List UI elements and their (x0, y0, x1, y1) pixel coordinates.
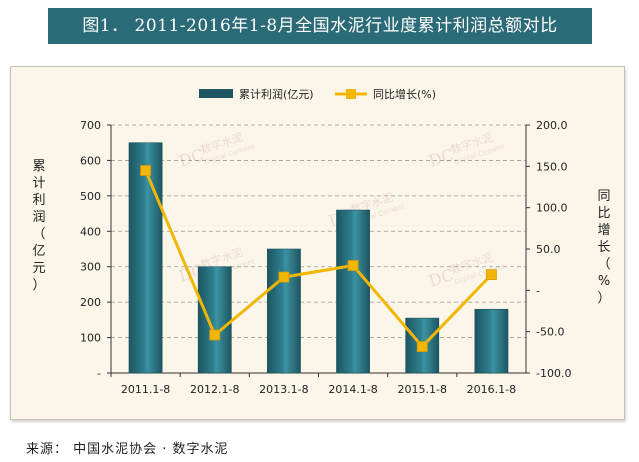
y-tick-label-left: 100 (80, 332, 101, 345)
growth-point (347, 260, 359, 271)
y-tick-label-left: 600 (80, 154, 101, 167)
y-tick-label-left: - (97, 367, 101, 380)
y-tick-label-left: 300 (80, 261, 101, 274)
y-tick-label-right: 150.0 (536, 160, 568, 173)
growth-point (140, 165, 151, 176)
legend-marker-line (346, 89, 356, 99)
y-axis-title-right: （ (597, 257, 610, 272)
bar (197, 266, 232, 374)
y-tick-label-left: 400 (80, 225, 101, 238)
x-tick-label: 2012.1-8 (190, 383, 239, 396)
y-tick-label-right: 50.0 (536, 243, 561, 256)
growth-point (486, 269, 497, 281)
x-tick-label: 2016.1-8 (467, 383, 516, 396)
y-axis-title-right: ） (597, 291, 610, 306)
growth-point (278, 271, 290, 283)
y-axis-title-left: ） (32, 278, 45, 293)
legend-swatch-bar (199, 89, 233, 98)
chart-title: 图1． 2011-2016年1-8月全国水泥行业度累计利润总额对比 (48, 8, 592, 44)
x-tick-label: 2013.1-8 (259, 383, 308, 396)
y-tick-label-right: 100.0 (536, 202, 568, 215)
growth-point (209, 329, 221, 341)
y-axis-title-left: （ (32, 227, 45, 242)
y-axis-title-right: 同 (597, 189, 610, 204)
y-axis-title-right: 长 (597, 240, 610, 255)
y-axis-title-left: 利 (32, 193, 45, 208)
y-axis-title-right: % (598, 274, 610, 289)
bar (267, 248, 301, 374)
y-tick-label-right: - (536, 284, 540, 297)
y-tick-label-left: 200 (80, 296, 101, 309)
y-axis-title-right: 比 (597, 206, 610, 221)
source-note: 来源： 中国水泥协会 · 数字水泥 (26, 442, 229, 457)
bar (336, 209, 370, 374)
x-tick-label: 2011.1-8 (121, 383, 170, 396)
bar (474, 308, 509, 374)
y-axis-title-left: 计 (32, 176, 45, 191)
x-tick-label: 2015.1-8 (398, 383, 447, 396)
chart-panel: DC 数字水泥 Digital Cement DC 数字水泥 Digital Cement… (10, 66, 625, 420)
y-tick-label-right: 200.0 (536, 119, 568, 132)
y-axis-title-left: 元 (32, 261, 45, 276)
y-axis-title-left: 润 (32, 210, 45, 225)
legend-label-line: 同比增长(%) (373, 87, 436, 101)
y-tick-label-left: 500 (80, 190, 101, 203)
growth-line (144, 169, 493, 349)
x-tick-label: 2014.1-8 (328, 383, 377, 396)
growth-point (416, 341, 428, 352)
legend-label-bar: 累计利润(亿元) (239, 87, 314, 101)
y-tick-label-right: -50.0 (536, 326, 564, 339)
y-axis-title-right: 增 (597, 223, 610, 238)
bar (128, 142, 163, 374)
y-tick-label-right: -100.0 (536, 367, 571, 380)
y-tick-label-left: 700 (80, 119, 101, 132)
y-axis-title-left: 累 (32, 159, 45, 174)
y-axis-title-left: 亿 (32, 244, 45, 259)
